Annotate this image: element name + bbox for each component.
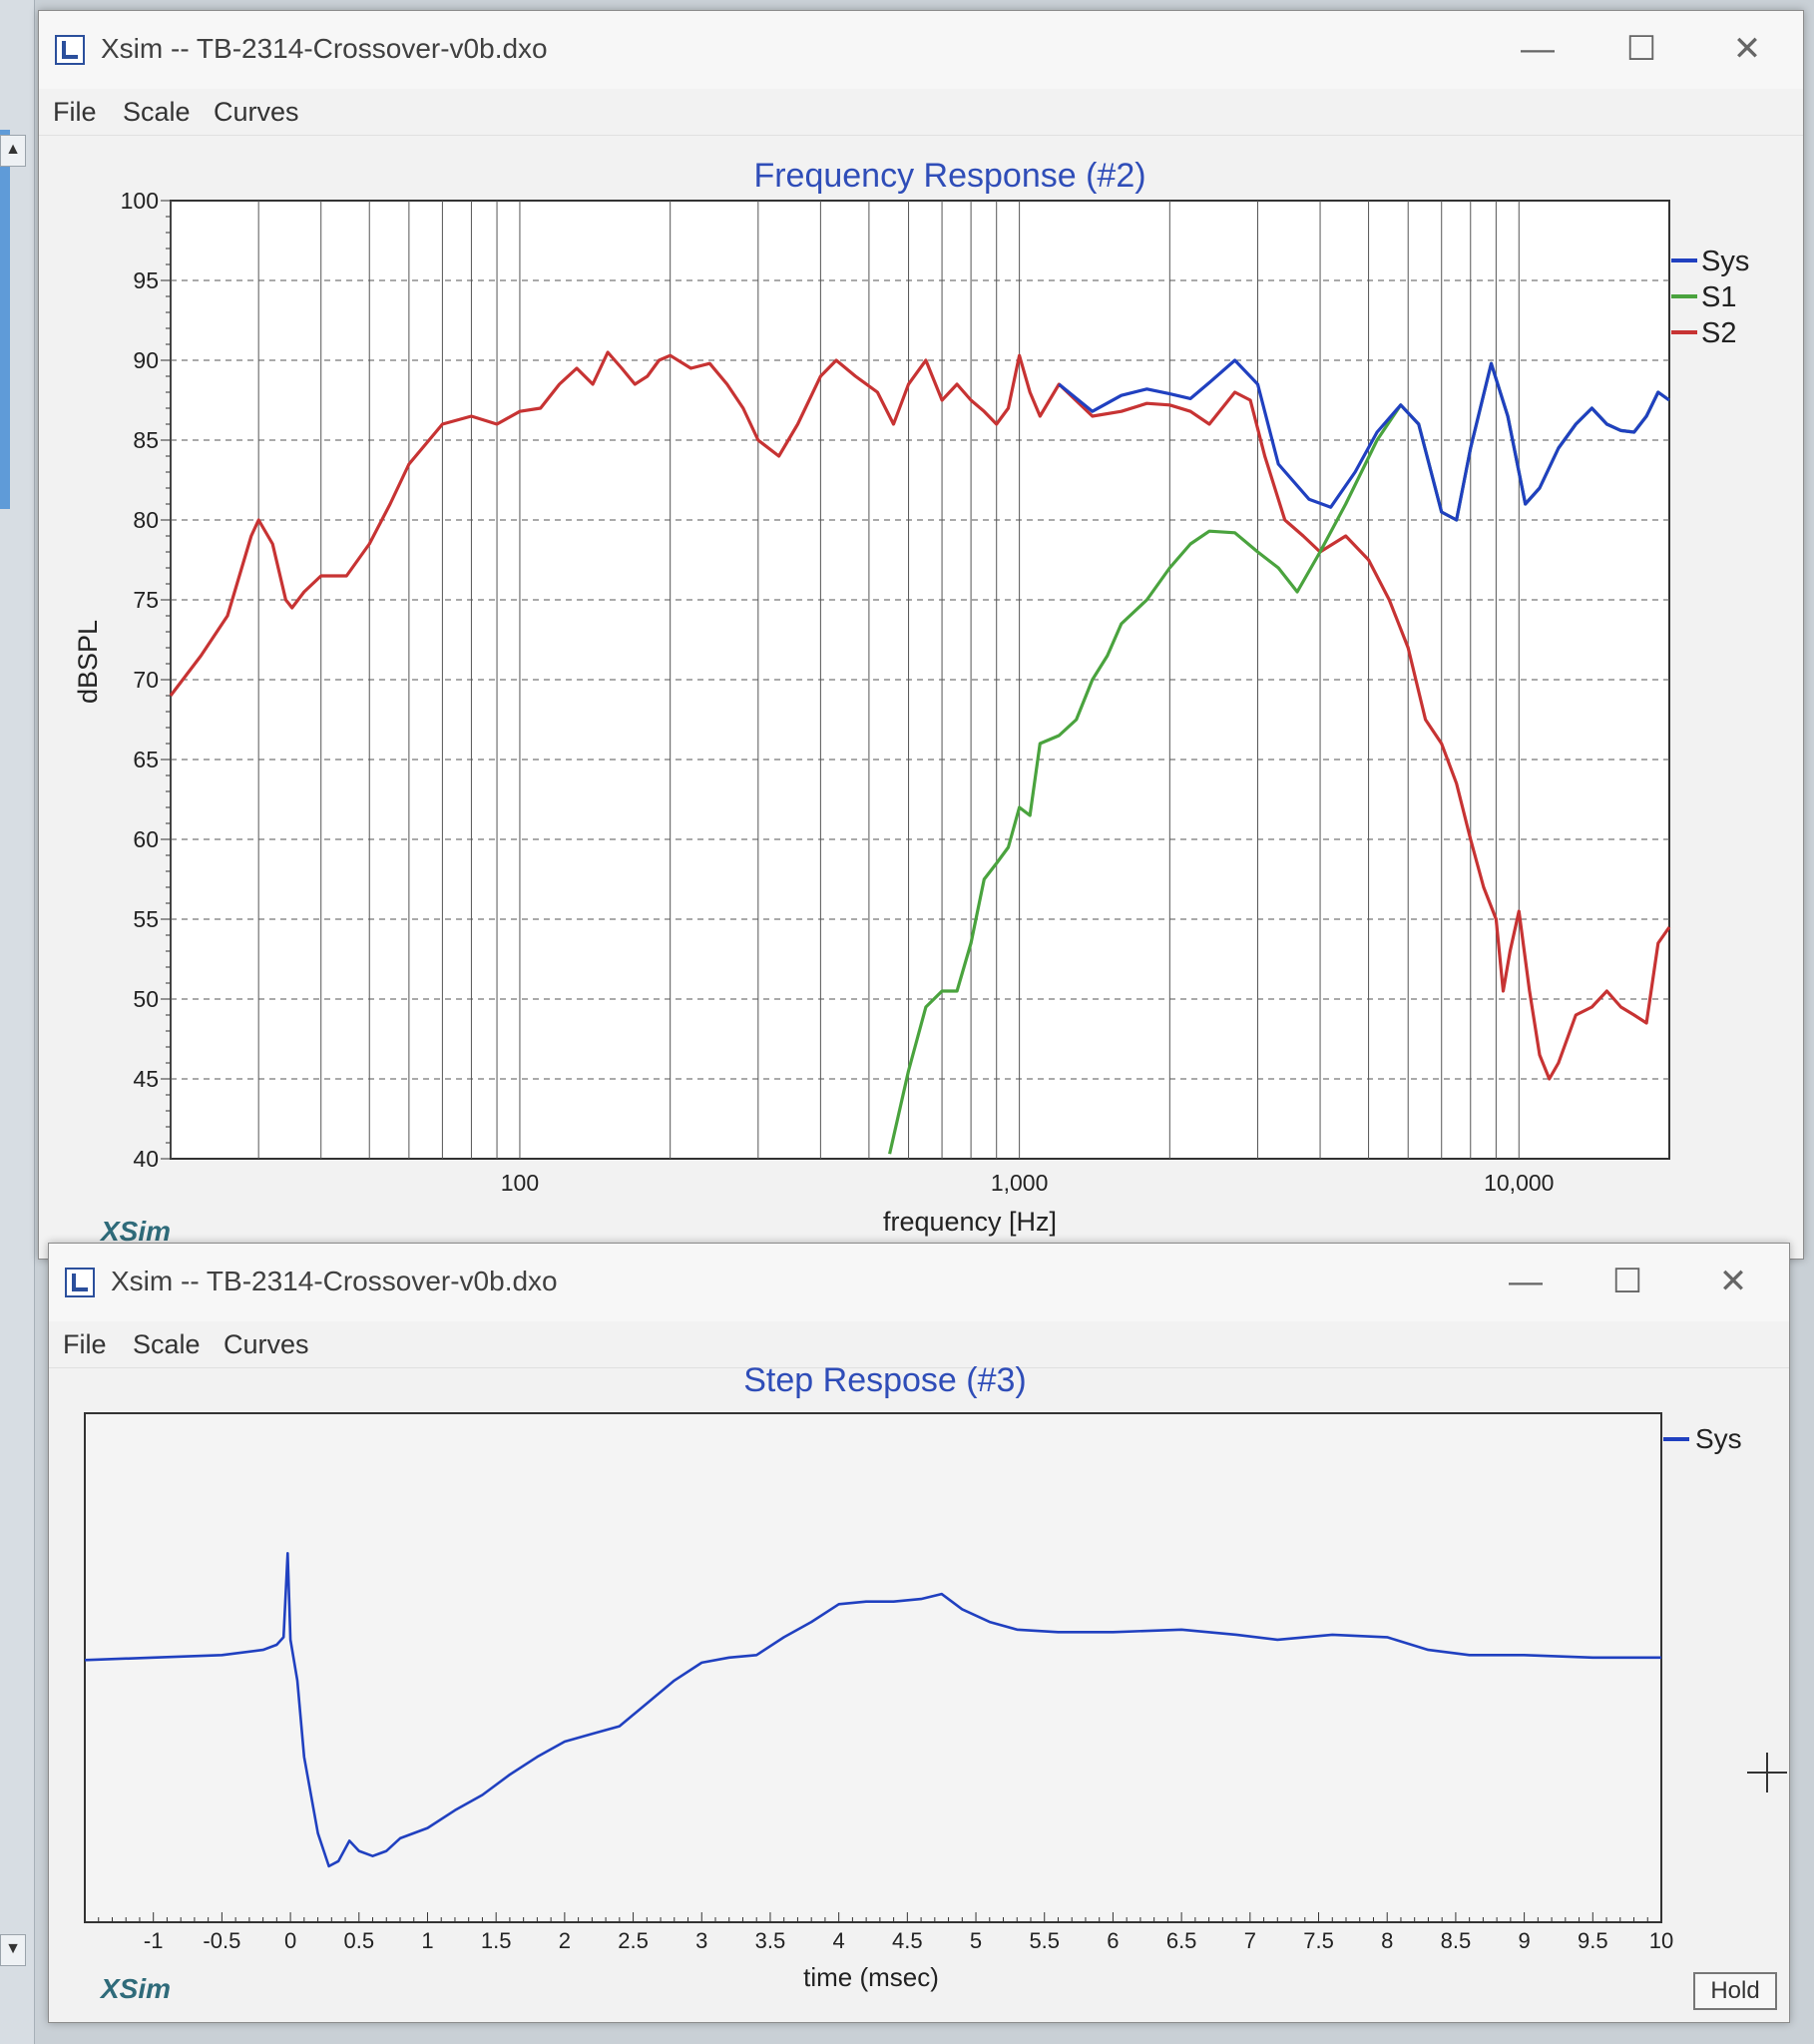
window-title: Xsim -- TB-2314-Crossover-v0b.dxo — [111, 1266, 558, 1296]
y-tick-label: 65 — [133, 747, 159, 772]
x-tick-label: 10 — [1649, 1928, 1673, 1953]
x-tick-label: 5.5 — [1029, 1928, 1060, 1953]
y-tick-label: 80 — [133, 507, 159, 533]
minimize-button[interactable]: — — [1509, 1263, 1543, 1300]
plot-area — [84, 1412, 1662, 1923]
x-tick-label: 1,000 — [991, 1170, 1049, 1196]
background-scroll-down-button[interactable]: ▼ — [0, 1934, 26, 1966]
x-tick-label: 1 — [421, 1928, 433, 1953]
x-tick-label: 2.5 — [618, 1928, 649, 1953]
x-tick-label: -0.5 — [203, 1928, 240, 1953]
menu-scale[interactable]: Scale — [133, 1329, 201, 1359]
app-icon — [55, 35, 85, 65]
x-axis-label: time (msec) — [803, 1962, 939, 1992]
y-tick-label: 95 — [133, 267, 159, 293]
x-tick-label: 2 — [559, 1928, 571, 1953]
crosshair-cursor-icon — [1747, 1753, 1787, 1792]
xsim-brand-label: XSim — [99, 1216, 171, 1247]
x-tick-label: 4 — [833, 1928, 845, 1953]
menu-scale[interactable]: Scale — [123, 97, 191, 127]
chart-title: Step Respose (#3) — [743, 1361, 1027, 1399]
background-scroll-up-button[interactable]: ▲ — [0, 135, 26, 167]
frequency-response-chart: 40 45 50 55 60 65 70 75 80 85 90 95 100 100 1,000 10,00… — [73, 157, 1749, 1247]
y-tick-label: 90 — [133, 347, 159, 373]
legend-label-s1: S1 — [1701, 281, 1736, 313]
menu-file[interactable]: File — [53, 97, 97, 127]
y-tick-label: 45 — [133, 1066, 159, 1092]
app-icon — [65, 1268, 95, 1297]
maximize-button[interactable]: ☐ — [1625, 30, 1657, 68]
x-tick-label: 10,000 — [1484, 1170, 1554, 1196]
legend-label-s2: S2 — [1701, 317, 1736, 349]
x-tick-label: 9.5 — [1578, 1928, 1608, 1953]
maximize-button[interactable]: ☐ — [1611, 1263, 1643, 1300]
menu-curves[interactable]: Curves — [224, 1329, 309, 1359]
frequency-response-window[interactable]: Xsim -- TB-2314-Crossover-v0b.dxo — ☐ ✕ … — [38, 10, 1804, 1260]
x-tick-label: 100 — [501, 1170, 539, 1196]
x-tick-label: 0.5 — [343, 1928, 374, 1953]
step-response-window[interactable]: Xsim -- TB-2314-Crossover-v0b.dxo — ☐ ✕ … — [48, 1243, 1790, 2023]
series-line-sys — [84, 1552, 1661, 1868]
x-tick-label: 3.5 — [755, 1928, 786, 1953]
x-tick-label: 6.5 — [1166, 1928, 1197, 1953]
window-titlebar[interactable]: Xsim -- TB-2314-Crossover-v0b.dxo — ☐ ✕ — [39, 11, 1803, 89]
minimize-button[interactable]: — — [1521, 30, 1555, 68]
close-button[interactable]: ✕ — [1732, 30, 1762, 68]
legend-label-sys: Sys — [1701, 246, 1749, 277]
series-line-sys — [1058, 358, 1670, 522]
y-tick-label: 85 — [133, 427, 159, 453]
step-response-chart: -1 -0.5 0 0.5 1 1.5 2 2.5 3 3.5 4 4.5 5 5.5 6 6.5 7 7.5 8 8… — [84, 1361, 1742, 2004]
y-tick-label: 70 — [133, 667, 159, 693]
y-tick-label: 75 — [133, 587, 159, 613]
x-tick-label: 8.5 — [1441, 1928, 1472, 1953]
series-line-s2 — [169, 350, 1671, 1081]
legend-label-sys: Sys — [1695, 1423, 1742, 1454]
x-tick-label: 1.5 — [481, 1928, 512, 1953]
close-button[interactable]: ✕ — [1718, 1263, 1748, 1300]
window-title: Xsim -- TB-2314-Crossover-v0b.dxo — [101, 33, 548, 64]
y-tick-label: 40 — [133, 1146, 159, 1172]
x-tick-label: 0 — [284, 1928, 296, 1953]
x-tick-label: 4.5 — [892, 1928, 923, 1953]
y-tick-label: 100 — [121, 188, 159, 214]
menu-bar: File Scale Curves — [49, 1321, 1789, 1368]
y-tick-label: 60 — [133, 826, 159, 852]
menu-file[interactable]: File — [63, 1329, 107, 1359]
hold-button[interactable]: Hold — [1693, 1972, 1777, 2010]
x-axis-label: frequency [Hz] — [883, 1207, 1057, 1237]
x-tick-label: 7.5 — [1303, 1928, 1334, 1953]
x-tick-label: 6 — [1107, 1928, 1119, 1953]
menu-curves[interactable]: Curves — [214, 97, 299, 127]
x-tick-label: 9 — [1518, 1928, 1530, 1953]
y-tick-label: 55 — [133, 906, 159, 932]
x-tick-label: -1 — [144, 1928, 164, 1953]
y-axis-label: dBSPL — [73, 620, 103, 704]
x-tick-label: 3 — [695, 1928, 707, 1953]
x-tick-label: 5 — [970, 1928, 982, 1953]
xsim-brand-label: XSim — [99, 1973, 171, 2004]
window-titlebar[interactable]: Xsim -- TB-2314-Crossover-v0b.dxo — ☐ ✕ — [49, 1244, 1789, 1321]
menu-bar: File Scale Curves — [39, 89, 1803, 136]
chart-title: Frequency Response (#2) — [753, 157, 1145, 195]
background-window-edge — [0, 130, 10, 509]
x-tick-label: 8 — [1381, 1928, 1393, 1953]
y-tick-label: 50 — [133, 986, 159, 1012]
x-tick-label: 7 — [1244, 1928, 1256, 1953]
